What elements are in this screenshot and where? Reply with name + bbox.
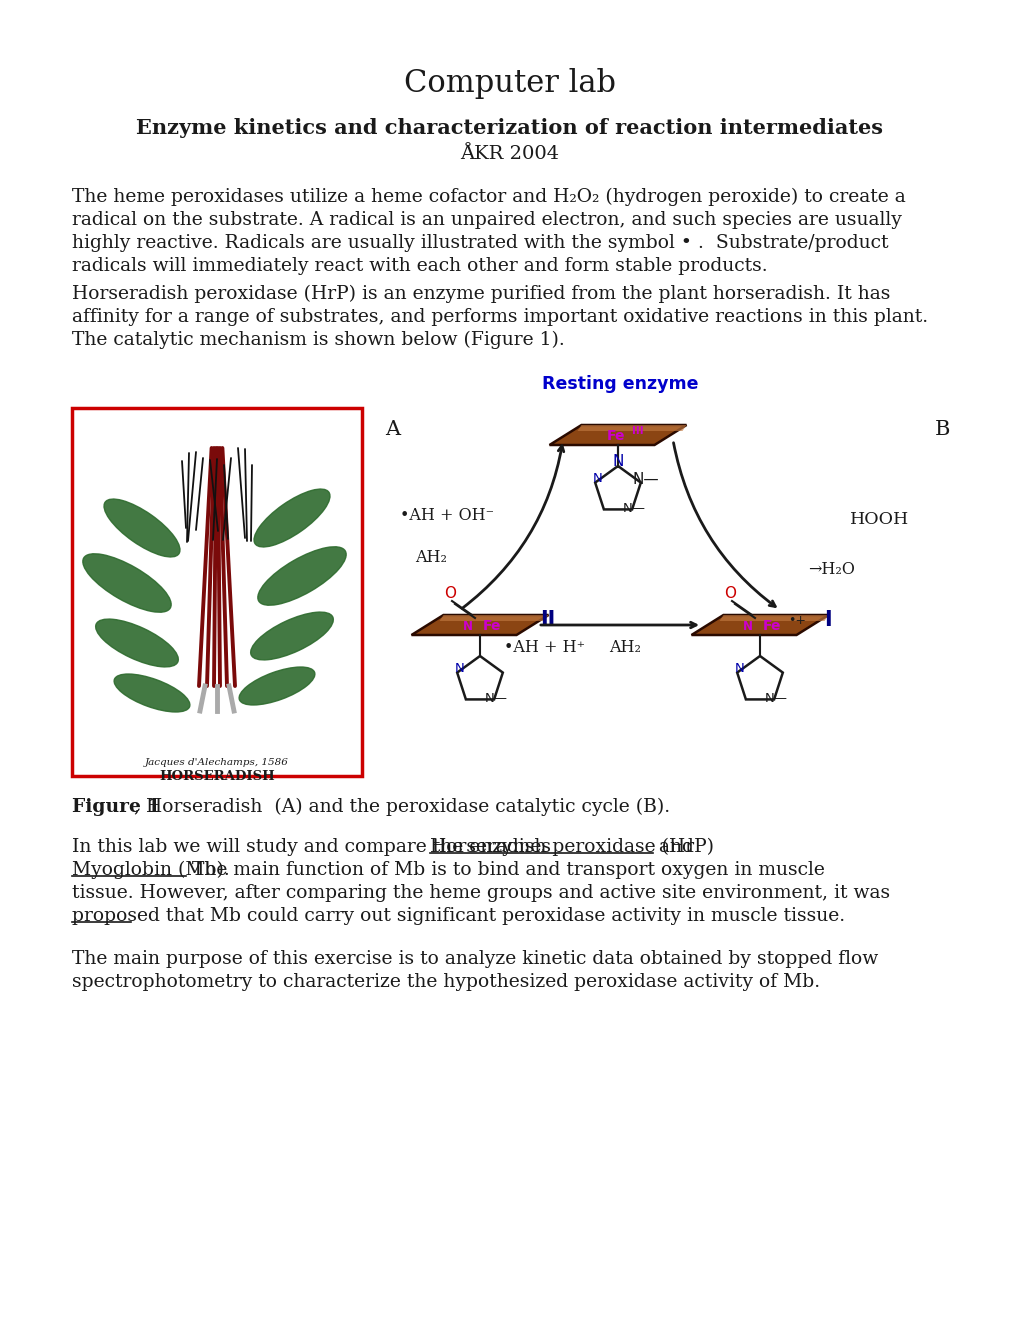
Text: The heme peroxidases utilize a heme cofactor and H₂O₂ (hydrogen peroxide) to cre: The heme peroxidases utilize a heme cofa… — [72, 187, 905, 206]
Ellipse shape — [83, 554, 171, 612]
Text: Enzyme kinetics and characterization of reaction intermediates: Enzyme kinetics and characterization of … — [137, 117, 882, 139]
Polygon shape — [577, 425, 686, 432]
Text: The main purpose of this exercise is to analyze kinetic data obtained by stopped: The main purpose of this exercise is to … — [72, 950, 877, 968]
Text: Horseradish peroxidase (HrP) is an enzyme purified from the plant horseradish. I: Horseradish peroxidase (HrP) is an enzym… — [72, 285, 890, 304]
Text: A: A — [384, 420, 399, 440]
Text: N—: N— — [764, 692, 788, 705]
Text: Fe: Fe — [762, 619, 781, 634]
Text: , Horseradish  (A) and the peroxidase catalytic cycle (B).: , Horseradish (A) and the peroxidase cat… — [133, 799, 669, 816]
Text: N: N — [611, 454, 623, 469]
Bar — [72, 408, 362, 776]
Text: I: I — [823, 610, 832, 630]
Text: Fe: Fe — [483, 619, 501, 634]
Text: →H₂O: →H₂O — [807, 561, 854, 578]
Ellipse shape — [114, 675, 190, 711]
Ellipse shape — [104, 499, 179, 557]
Text: O: O — [723, 586, 736, 601]
Polygon shape — [411, 615, 548, 635]
Text: N: N — [592, 471, 602, 484]
Text: The main function of Mb is to bind and transport oxygen in muscle: The main function of Mb is to bind and t… — [185, 861, 824, 879]
Text: N: N — [742, 619, 752, 632]
Text: highly reactive. Radicals are usually illustrated with the symbol • .  Substrate: highly reactive. Radicals are usually il… — [72, 234, 888, 252]
Text: •AH + H⁺: •AH + H⁺ — [504, 639, 585, 656]
Text: N: N — [463, 619, 473, 632]
Text: Horseradish peroxidase (HrP): Horseradish peroxidase (HrP) — [430, 838, 713, 857]
Text: proposed​ that Mb could carry out significant peroxidase activity in muscle tiss: proposed​ that Mb could carry out signif… — [72, 907, 845, 925]
Text: N—: N— — [484, 692, 507, 705]
Text: O: O — [443, 586, 455, 601]
Text: tissue. However, after comparing the heme groups and active site environment, it: tissue. However, after comparing the hem… — [72, 884, 890, 902]
Text: spectrophotometry to characterize the hypothesized peroxidase activity of Mb.: spectrophotometry to characterize the hy… — [72, 973, 819, 991]
Text: Fe: Fe — [606, 429, 625, 444]
Text: HOOH: HOOH — [849, 511, 908, 528]
Ellipse shape — [96, 619, 178, 667]
Text: Resting enzyme: Resting enzyme — [541, 375, 698, 393]
Ellipse shape — [258, 546, 345, 606]
Text: radicals will immediately react with each other and form stable products.: radicals will immediately react with eac… — [72, 257, 767, 275]
Text: III: III — [632, 426, 643, 436]
Text: ÅKR 2004: ÅKR 2004 — [460, 145, 559, 162]
Text: affinity for a range of substrates, and performs important oxidative reactions i: affinity for a range of substrates, and … — [72, 308, 927, 326]
Polygon shape — [439, 615, 548, 620]
Text: AH₂: AH₂ — [415, 549, 446, 566]
Text: Jacques d'Alechamps, 1586: Jacques d'Alechamps, 1586 — [145, 758, 288, 767]
Ellipse shape — [238, 667, 315, 705]
Ellipse shape — [254, 488, 330, 546]
Text: •+: •+ — [788, 615, 805, 627]
Text: radical on the substrate. A radical is an unpaired electron, and such species ar: radical on the substrate. A radical is a… — [72, 211, 901, 228]
Polygon shape — [691, 615, 827, 635]
Text: N: N — [735, 661, 744, 675]
Text: HORSERADISH: HORSERADISH — [159, 770, 274, 783]
Text: II: II — [540, 610, 555, 630]
Text: Myoglobin (Mb).: Myoglobin (Mb). — [72, 861, 229, 879]
Text: AH₂: AH₂ — [608, 639, 640, 656]
Text: The catalytic mechanism is shown below (Figure 1).: The catalytic mechanism is shown below (… — [72, 331, 565, 350]
Text: N: N — [454, 661, 465, 675]
Text: In this lab we will study and compare the enzymes: In this lab we will study and compare th… — [72, 838, 556, 855]
Text: •AH + OH⁻: •AH + OH⁻ — [399, 507, 493, 524]
Text: N—: N— — [623, 502, 645, 515]
Text: B: B — [934, 420, 950, 440]
Ellipse shape — [251, 612, 333, 660]
Text: N—: N— — [633, 473, 659, 487]
Polygon shape — [549, 425, 686, 445]
Text: Computer lab: Computer lab — [404, 69, 615, 99]
Text: Figure 1: Figure 1 — [72, 799, 160, 816]
Text: and: and — [652, 838, 693, 855]
Polygon shape — [718, 615, 827, 620]
